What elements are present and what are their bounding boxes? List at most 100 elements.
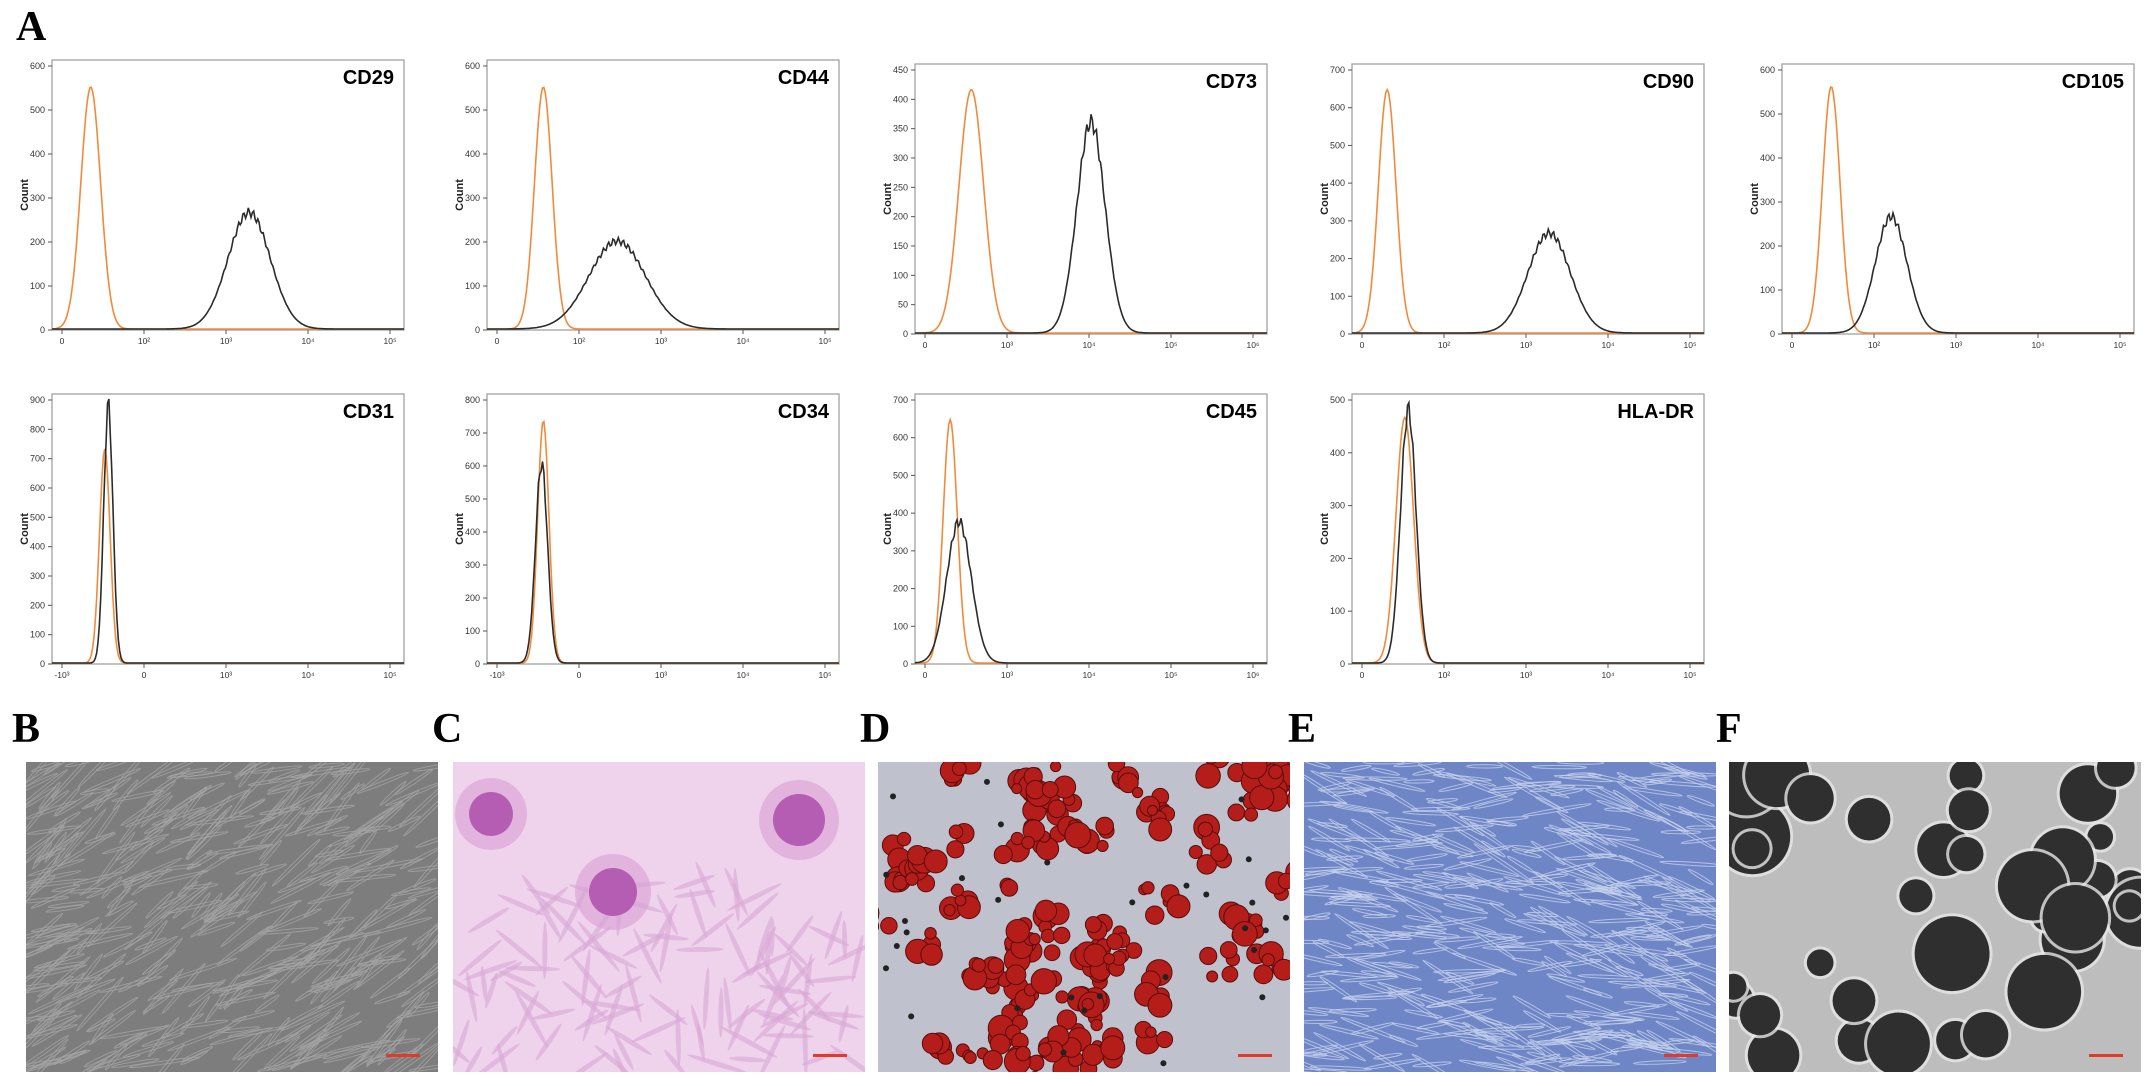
cell-shape	[1425, 797, 1462, 810]
cell-shape	[37, 848, 66, 861]
cell-shape	[239, 925, 274, 952]
cell-shape	[38, 781, 61, 810]
cell-shape	[258, 806, 306, 861]
debris	[997, 821, 1004, 828]
cell-shape	[1566, 915, 1621, 948]
cell-shape	[526, 888, 583, 908]
histogram-title: CD45	[1206, 401, 1257, 423]
x-tick-label: 10⁵	[819, 336, 832, 346]
y-tick-label: 200	[893, 212, 908, 222]
cell-shape	[1340, 1016, 1406, 1043]
cell-shape	[49, 989, 101, 1018]
y-tick-label: 600	[1760, 65, 1775, 75]
cell-shape	[366, 1048, 396, 1066]
cell-shape	[120, 791, 172, 827]
cell-shape	[134, 937, 167, 951]
micrograph-e	[1304, 762, 1716, 1072]
lipid-droplet	[924, 927, 937, 940]
y-tick-label: 100	[30, 281, 45, 291]
cell-shape	[703, 967, 710, 1030]
micrograph-f	[1729, 762, 2141, 1072]
cell-shape	[346, 859, 395, 892]
cell-shape	[1659, 816, 1716, 851]
cell-shape	[1688, 971, 1716, 993]
cell-shape	[1686, 910, 1716, 916]
cell-shape	[152, 982, 214, 1000]
cell-shape	[239, 762, 279, 776]
cell-shape	[1537, 905, 1589, 936]
y-tick-label: 500	[465, 105, 480, 115]
lipid-droplet	[1199, 946, 1218, 965]
cell-shape	[1420, 993, 1468, 1012]
cell-shape	[332, 762, 359, 778]
cell-shape	[1678, 806, 1716, 828]
lipid-droplet	[1015, 1045, 1031, 1062]
cell-shape	[227, 1026, 285, 1038]
debris	[1242, 925, 1249, 932]
cell-shape	[1317, 822, 1348, 828]
cell-shape	[183, 883, 219, 890]
micrograph-image	[453, 762, 865, 1072]
y-tick-label: 300	[465, 193, 480, 203]
y-tick-label: 600	[465, 461, 480, 471]
cell-shape	[756, 915, 773, 962]
y-tick-label: 200	[30, 600, 45, 610]
spheroid	[2042, 884, 2109, 951]
x-tick-label: 10⁵	[819, 670, 832, 680]
lipid-droplet	[1147, 992, 1173, 1018]
cell-shape	[1675, 1010, 1716, 1043]
spheroid	[2115, 892, 2141, 920]
cell-shape	[1557, 762, 1605, 765]
cell-shape	[118, 1024, 171, 1046]
cell-shape	[142, 949, 177, 976]
cell-shape	[169, 831, 229, 843]
spheroid	[1847, 797, 1891, 841]
cell-shape	[79, 1058, 108, 1072]
cell-shape	[35, 817, 68, 862]
histogram-cd105: 0 100 200 300 400 500 600 Count 0 10² 10³ 10⁴ 10⁵ CD1…	[1740, 56, 2140, 350]
cell-shape	[26, 772, 58, 798]
cell-shape	[497, 1043, 509, 1072]
y-tick-label: 400	[1760, 153, 1775, 163]
lipid-droplet	[971, 958, 987, 973]
cell-shape	[1315, 848, 1369, 879]
cell-shape	[1590, 899, 1645, 915]
cell-shape	[1511, 1054, 1568, 1072]
lipid-droplet	[1248, 913, 1263, 928]
lipid-droplet	[1100, 1035, 1126, 1061]
y-tick-label: 0	[40, 659, 45, 669]
y-tick-label: 400	[30, 542, 45, 552]
lipid-droplet	[1205, 762, 1217, 765]
cell-shape	[727, 883, 782, 911]
y-tick-label: 700	[1330, 65, 1345, 75]
y-tick-label: 400	[30, 149, 45, 159]
cell-shape	[45, 816, 93, 859]
cell-shape	[1589, 957, 1628, 978]
cell-shape	[1481, 840, 1506, 858]
cell-shape	[325, 847, 391, 861]
cell-shape	[1473, 798, 1514, 809]
y-tick-label: 600	[30, 483, 45, 493]
cell-shape	[1466, 764, 1504, 769]
cell-shape	[673, 874, 715, 890]
cell-shape	[1485, 816, 1529, 823]
cell-shape	[759, 985, 812, 995]
debris	[1245, 856, 1252, 863]
cell-shape	[190, 794, 232, 836]
lipid-droplet	[1243, 807, 1259, 822]
cell-shape	[1304, 1052, 1346, 1061]
cell-shape	[622, 933, 666, 957]
cell-shape	[1307, 1007, 1370, 1017]
cell-shape	[38, 789, 70, 815]
cell-shape	[32, 842, 53, 870]
cell-shape	[1623, 1001, 1660, 1008]
cell-shape	[1345, 779, 1396, 797]
x-tick-label: 0	[923, 340, 928, 350]
cell-shape	[327, 898, 352, 927]
cell-shape	[1701, 923, 1716, 931]
cell-shape	[1692, 1035, 1716, 1063]
cell-shape	[331, 1049, 371, 1072]
histogram-svg: 0 100 200 300 400 500 600 700 Count 0 10² 10³ 10⁴ 10⁵…	[1319, 63, 1705, 350]
y-tick-label: 200	[1330, 553, 1345, 563]
cell-shape	[1433, 941, 1467, 959]
